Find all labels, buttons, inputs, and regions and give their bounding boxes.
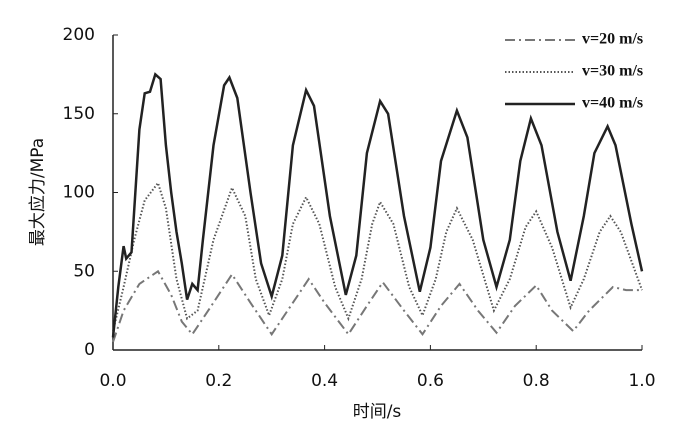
y-axis-label: 最大应力/MPa	[28, 138, 48, 246]
x-tick-label: 0.4	[311, 371, 338, 391]
x-tick-label: 0.6	[417, 371, 444, 391]
series-line	[112, 180, 643, 332]
y-tick-label: 50	[73, 261, 95, 281]
y-tick-label: 150	[63, 104, 95, 124]
x-tick-label: 0.2	[205, 371, 232, 391]
series-line	[111, 72, 644, 338]
y-tick-label: 200	[63, 25, 95, 45]
series-line	[112, 269, 642, 343]
legend-label: v=30 m/s	[582, 63, 643, 80]
x-tick-label: 0.0	[99, 371, 126, 391]
legend-label: v=40 m/s	[582, 95, 643, 112]
x-tick-label: 0.8	[523, 371, 550, 391]
legend-label: v=20 m/s	[582, 31, 643, 48]
x-tick-label: 1.0	[628, 371, 655, 391]
y-tick-label: 0	[84, 340, 95, 360]
y-tick-label: 100	[63, 183, 95, 203]
x-axis-label: 时间/s	[353, 402, 402, 422]
